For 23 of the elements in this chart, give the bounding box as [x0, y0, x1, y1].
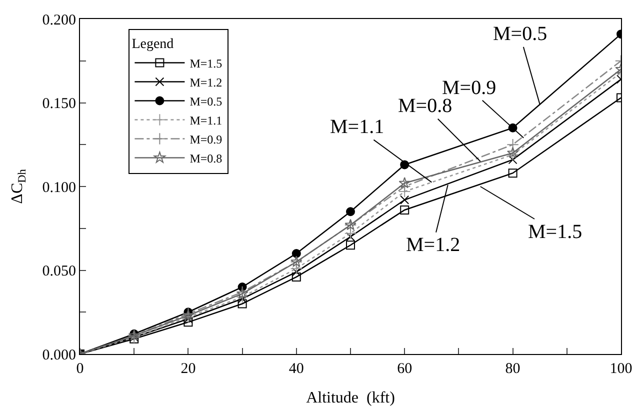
legend-label: M=1.5: [190, 56, 222, 70]
x-tick-label: 80: [505, 361, 520, 377]
legend-label: M=0.5: [190, 94, 222, 108]
legend-title: Legend: [132, 37, 174, 52]
annotation: M=1.5: [528, 221, 582, 243]
y-tick-label: 0.100: [42, 180, 76, 196]
y-tick-label: 0.200: [42, 12, 76, 28]
x-axis-title: Altitude (kft): [306, 390, 395, 407]
x-tick-label: 100: [610, 361, 632, 377]
y-tick-label: 0.150: [42, 96, 76, 112]
x-tick-label: 40: [288, 361, 304, 377]
y-tick-label: 0.050: [42, 264, 76, 280]
annotation: M=1.2: [406, 234, 460, 256]
annotation: M=1.1: [330, 116, 384, 138]
annotation: M=0.5: [493, 23, 548, 45]
legend-label: M=0.8: [190, 151, 222, 166]
x-tick-label: 0: [76, 361, 84, 377]
legend-label: M=1.1: [190, 113, 222, 128]
legend-label: M=1.2: [190, 75, 222, 90]
y-tick-label: 0.000: [42, 347, 76, 364]
legend-label: M=0.9: [190, 132, 222, 146]
x-tick-label: 60: [397, 361, 412, 377]
x-tick-label: 20: [180, 361, 196, 377]
